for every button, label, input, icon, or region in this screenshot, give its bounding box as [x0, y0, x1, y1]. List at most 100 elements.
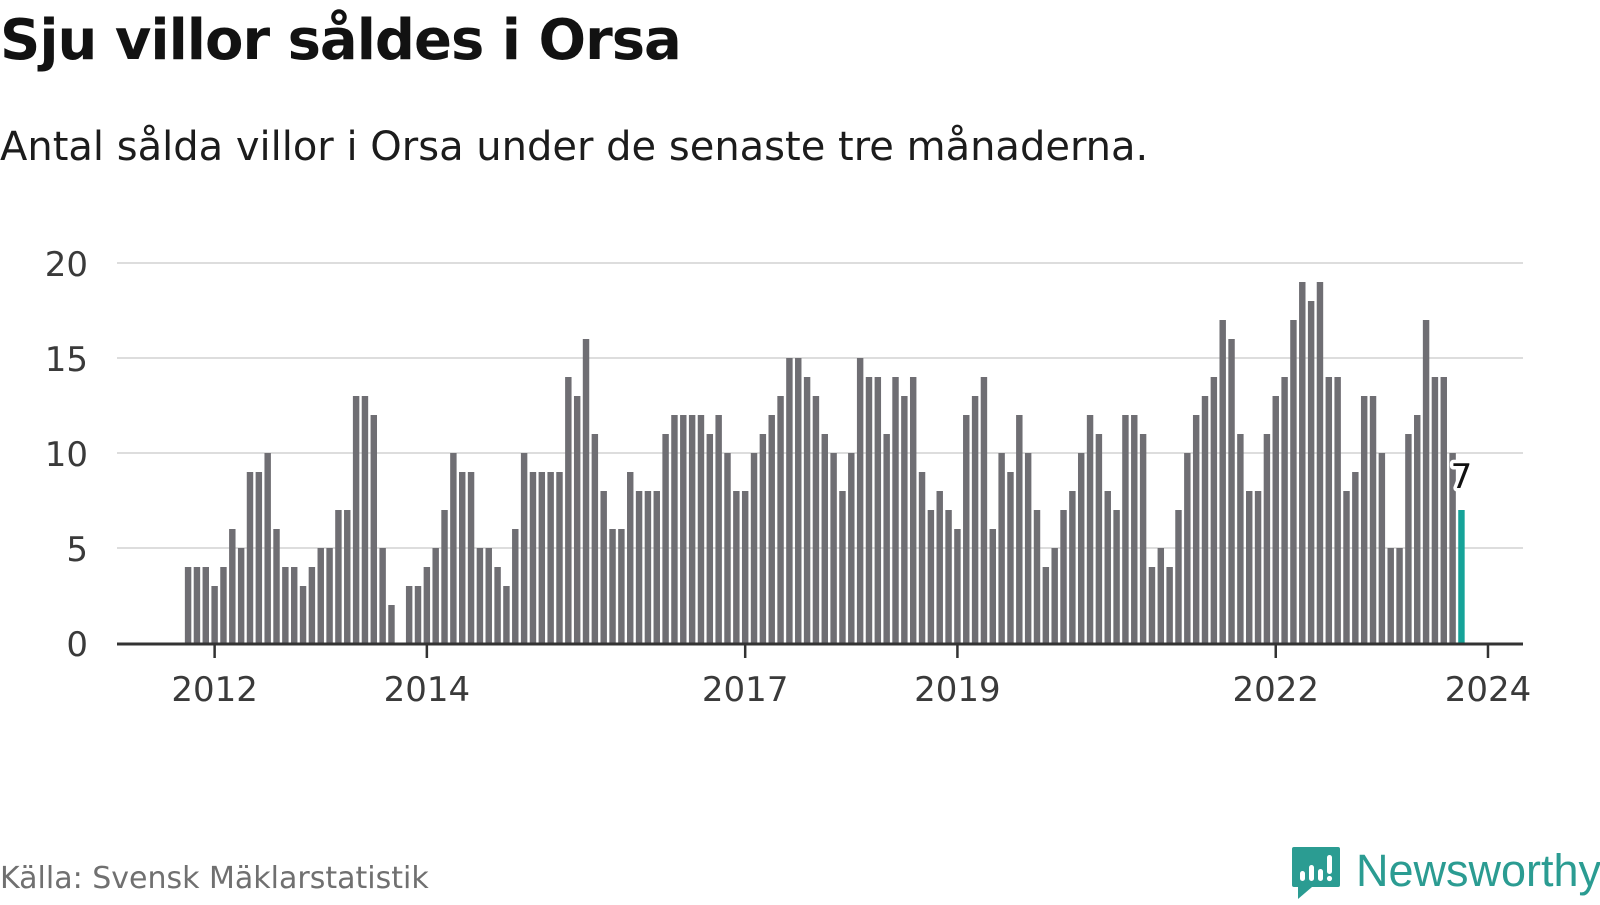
bar [1290, 320, 1297, 643]
bar [379, 548, 386, 643]
bar [1077, 453, 1085, 643]
bar [1166, 567, 1173, 643]
bar [255, 472, 263, 643]
bar [706, 434, 714, 643]
bar-chart: 0 5 10 15 20 2012 2014 2017 2019 2022 2024 7 [45, 245, 1532, 710]
bar [653, 491, 660, 643]
bar [1051, 548, 1058, 643]
bar [237, 548, 245, 643]
bar [573, 396, 581, 643]
bar [1387, 548, 1394, 643]
x-tick-label: 2022 [1232, 670, 1319, 710]
bar [1263, 434, 1271, 643]
bar [1184, 453, 1191, 643]
bar [1007, 472, 1014, 643]
bar [680, 415, 687, 643]
bar [202, 567, 209, 643]
chart-title: Sju villor såldes i Orsa [0, 8, 682, 73]
bar [697, 415, 705, 643]
bar [1414, 415, 1421, 643]
bar [715, 415, 722, 643]
bar [724, 453, 731, 643]
bar [565, 377, 572, 643]
bar [883, 434, 890, 643]
bar [671, 415, 678, 643]
bar [980, 377, 988, 643]
bar [1095, 434, 1103, 643]
bar [909, 377, 917, 643]
bar [582, 339, 590, 643]
bar [1272, 396, 1279, 643]
axes: 0 5 10 15 20 2012 2014 2017 2019 2022 2024 [45, 245, 1532, 710]
bar [733, 491, 740, 643]
bar [777, 396, 784, 643]
bar [936, 491, 943, 643]
bar [1210, 377, 1218, 643]
bar [1228, 339, 1235, 643]
bar [591, 434, 599, 643]
x-tick-label: 2019 [914, 670, 1001, 710]
y-tick-label: 0 [66, 625, 88, 665]
bar [290, 567, 298, 643]
bar [662, 434, 669, 643]
x-tick-label: 2012 [171, 670, 258, 710]
bar [352, 396, 360, 643]
bar [1219, 320, 1226, 643]
y-tick-label: 5 [66, 530, 88, 570]
bar [741, 491, 749, 643]
bar [609, 529, 616, 643]
x-tick-label: 2014 [384, 670, 471, 710]
bar [1343, 491, 1350, 643]
bar [317, 548, 324, 643]
bar [520, 453, 528, 643]
bar [1201, 396, 1209, 643]
bar [989, 529, 997, 643]
bar [246, 472, 254, 643]
bar [193, 567, 201, 643]
bar [618, 529, 625, 643]
bar [1307, 301, 1315, 643]
bar [830, 453, 837, 643]
bar [1281, 377, 1288, 643]
bar [927, 510, 935, 643]
bar [512, 529, 519, 643]
bar [335, 510, 342, 643]
bar [803, 377, 811, 643]
bar [1060, 510, 1067, 643]
bar [848, 453, 855, 643]
bar [450, 453, 457, 643]
bar [1113, 510, 1120, 643]
bar [1431, 377, 1439, 643]
bar [556, 472, 563, 643]
bar [1086, 415, 1094, 643]
bar [839, 491, 846, 643]
source-note: Källa: Svensk Mäklarstatistik [0, 861, 429, 896]
bar [1069, 491, 1076, 643]
bar [1016, 415, 1023, 643]
bar [388, 605, 395, 643]
bar [282, 567, 289, 643]
bar [494, 567, 501, 643]
bar [1122, 415, 1129, 643]
bar [459, 472, 466, 643]
bar [529, 472, 537, 643]
bar [432, 548, 439, 643]
bar [688, 415, 696, 643]
bar [361, 396, 369, 643]
x-tick-label: 2017 [702, 670, 789, 710]
bar [1360, 396, 1368, 643]
y-tick-label: 10 [45, 435, 88, 475]
bar [786, 358, 793, 643]
bar [963, 415, 970, 643]
bar [184, 567, 192, 643]
bar [1334, 377, 1341, 643]
newsworthy-logo-icon [1292, 847, 1340, 899]
bar [476, 548, 484, 643]
bar [856, 358, 864, 643]
bar [644, 491, 652, 643]
bar [1396, 548, 1403, 643]
bar [547, 472, 554, 643]
bar [308, 567, 316, 643]
bar [998, 453, 1005, 643]
y-tick-label: 15 [45, 340, 88, 380]
